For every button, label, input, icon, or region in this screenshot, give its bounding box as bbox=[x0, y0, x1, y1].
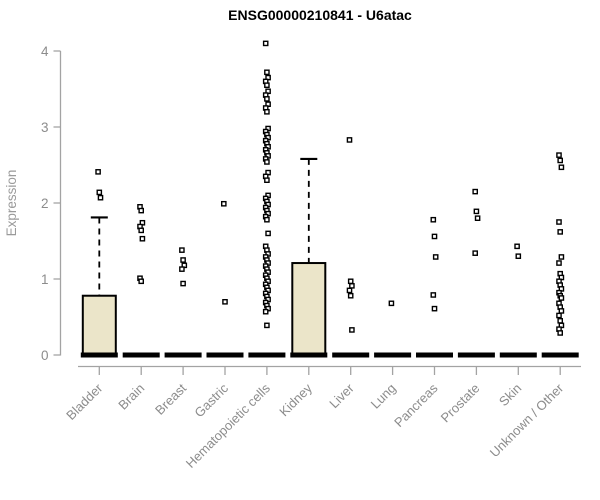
outlier-point-pancreas bbox=[431, 233, 438, 240]
outlier-point-brain bbox=[139, 235, 146, 242]
outlier-point-hematopoietic-cells bbox=[264, 69, 270, 76]
outlier-point-prostate bbox=[473, 208, 480, 215]
outlier-point-skin bbox=[514, 243, 520, 250]
outlier-point-pancreas bbox=[430, 216, 437, 223]
median-bar-bladder bbox=[80, 352, 118, 358]
outlier-point-unknown-other bbox=[556, 152, 562, 158]
median-bar-lung bbox=[374, 352, 412, 358]
outlier-point-liver bbox=[349, 327, 355, 333]
outlier-point-hematopoietic-cells bbox=[265, 230, 271, 237]
outlier-point-prostate bbox=[472, 188, 479, 195]
outlier-point-liver bbox=[346, 137, 353, 143]
outlier-point-hematopoietic-cells bbox=[262, 40, 269, 47]
median-bar-breast bbox=[164, 352, 202, 358]
outlier-point-liver bbox=[347, 292, 354, 299]
median-bar-kidney bbox=[290, 352, 328, 358]
outlier-point-gastric bbox=[222, 299, 228, 305]
outlier-point-bladder bbox=[95, 169, 101, 175]
box-kidney bbox=[291, 262, 327, 357]
y-axis-tick-label: 1 bbox=[41, 272, 49, 287]
outlier-point-hematopoietic-cells bbox=[264, 82, 270, 88]
box-bladder bbox=[81, 294, 117, 356]
median-bar-skin bbox=[499, 352, 537, 358]
median-bar-brain bbox=[122, 352, 160, 358]
outlier-point-liver bbox=[346, 287, 353, 294]
y-axis-tick-label: 4 bbox=[41, 44, 49, 59]
y-axis-title: Expression bbox=[4, 169, 19, 237]
x-tick-label-kidney: Kidney bbox=[276, 380, 315, 419]
outlier-point-breast bbox=[180, 257, 186, 263]
outlier-point-unknown-other bbox=[557, 157, 563, 164]
median-bar-prostate bbox=[457, 352, 495, 358]
outlier-point-unknown-other bbox=[558, 308, 565, 314]
outlier-point-breast bbox=[180, 280, 186, 287]
outlier-point-breast bbox=[179, 266, 185, 272]
x-tick-label-liver: Liver bbox=[326, 380, 357, 411]
outlier-point-unknown-other bbox=[556, 219, 562, 225]
outlier-point-hematopoietic-cells bbox=[264, 216, 270, 223]
median-bar-hematopoietic-cells bbox=[248, 352, 286, 358]
outlier-point-unknown-other bbox=[558, 295, 565, 301]
outlier-point-unknown-other bbox=[557, 318, 563, 324]
outlier-point-skin bbox=[515, 253, 522, 260]
outlier-point-unknown-other bbox=[556, 312, 562, 319]
outlier-point-unknown-other bbox=[558, 254, 565, 260]
median-bar-unknown-other bbox=[541, 352, 579, 358]
outlier-point-pancreas bbox=[431, 305, 438, 312]
x-tick-label-skin: Skin bbox=[496, 381, 524, 409]
outlier-point-hematopoietic-cells bbox=[264, 177, 270, 184]
x-tick-label-pancreas: Pancreas bbox=[391, 380, 441, 430]
outlier-point-pancreas bbox=[430, 292, 437, 298]
outlier-point-hematopoietic-cells bbox=[264, 96, 270, 102]
outlier-point-brain bbox=[138, 207, 145, 214]
outlier-point-unknown-other bbox=[557, 229, 563, 235]
median-bar-pancreas bbox=[416, 352, 453, 358]
x-tick-label-prostate: Prostate bbox=[438, 381, 483, 426]
outlier-point-bladder bbox=[97, 194, 104, 201]
y-axis-tick-label: 0 bbox=[41, 348, 49, 363]
x-tick-label-bladder: Bladder bbox=[63, 380, 106, 423]
y-axis-tick-label: 3 bbox=[41, 120, 49, 135]
outlier-point-hematopoietic-cells bbox=[262, 308, 269, 315]
outlier-point-pancreas bbox=[432, 254, 439, 260]
chart-title: ENSG00000210841 - U6atac bbox=[228, 7, 412, 23]
outlier-point-prostate bbox=[474, 215, 481, 222]
outlier-point-brain bbox=[138, 278, 145, 285]
x-tick-label-brain: Brain bbox=[115, 381, 147, 413]
outlier-point-hematopoietic-cells bbox=[264, 322, 270, 329]
outlier-point-hematopoietic-cells bbox=[264, 159, 270, 165]
median-bar-liver bbox=[332, 352, 370, 358]
x-tick-label-lung: Lung bbox=[368, 381, 399, 412]
outlier-point-gastric bbox=[220, 200, 227, 207]
outlier-point-liver bbox=[349, 283, 355, 289]
outlier-point-hematopoietic-cells bbox=[264, 108, 270, 115]
outlier-point-bladder bbox=[96, 189, 103, 196]
outlier-point-liver bbox=[347, 278, 354, 285]
y-axis-tick-label: 2 bbox=[41, 196, 49, 211]
outlier-point-unknown-other bbox=[558, 164, 565, 171]
outlier-point-lung bbox=[388, 300, 395, 307]
median-bar-gastric bbox=[206, 352, 244, 358]
outlier-point-unknown-other bbox=[556, 260, 562, 266]
outlier-point-breast bbox=[179, 247, 185, 253]
x-tick-label-unknown-other: Unknown / Other bbox=[487, 380, 567, 460]
outlier-point-brain bbox=[138, 227, 145, 234]
x-tick-label-breast: Breast bbox=[152, 380, 189, 417]
outlier-point-unknown-other bbox=[557, 330, 563, 336]
x-tick-label-gastric: Gastric bbox=[191, 380, 231, 420]
outlier-point-prostate bbox=[472, 250, 479, 256]
